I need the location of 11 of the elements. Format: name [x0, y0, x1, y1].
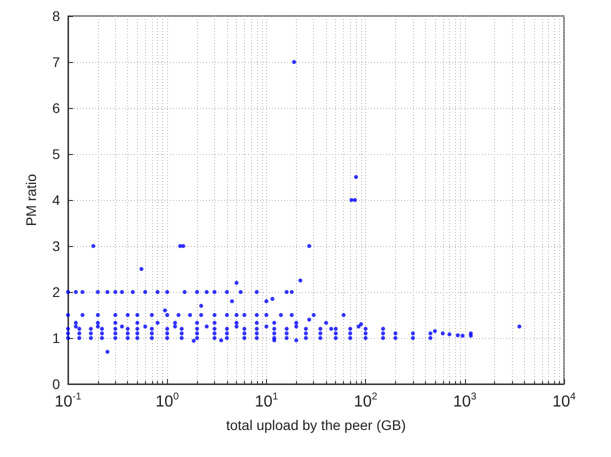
y-axis-title: PM ratio [23, 174, 39, 226]
y-tick-label: 8 [52, 8, 60, 24]
y-tick-label: 0 [52, 376, 60, 392]
y-tick-label: 3 [52, 238, 60, 254]
x-axis-title: total upload by the peer (GB) [226, 417, 406, 433]
y-tick-label: 2 [52, 284, 60, 300]
y-tick-label: 7 [52, 54, 60, 70]
y-tick-label: 4 [52, 192, 60, 208]
y-tick-label: 5 [52, 146, 60, 162]
y-tick-label: 1 [52, 330, 60, 346]
y-tick-label: 6 [52, 100, 60, 116]
